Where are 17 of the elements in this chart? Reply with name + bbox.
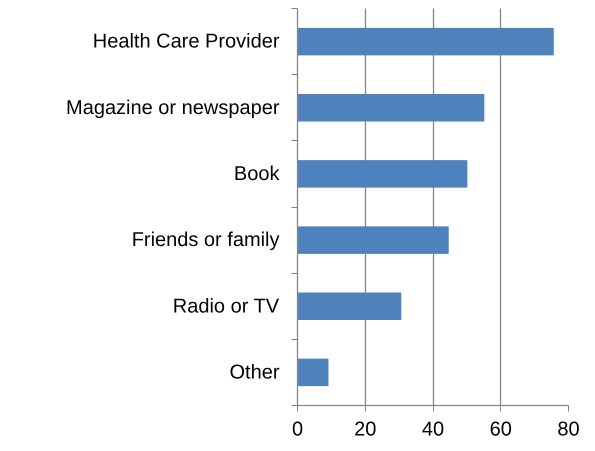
- x-tick-label: 20: [354, 418, 376, 440]
- bar: [298, 94, 484, 122]
- bar: [298, 160, 468, 188]
- y-tick-label: Radio or TV: [172, 295, 280, 318]
- x-tick-label: 40: [422, 418, 444, 440]
- y-tick-label: Magazine or newspaper: [66, 96, 280, 119]
- y-tick-label: Health Care Provider: [92, 30, 280, 53]
- bar: [298, 292, 402, 320]
- x-tick-label: 80: [557, 418, 580, 440]
- bar: [298, 358, 328, 386]
- bar: [298, 28, 554, 56]
- y-tick-label: Friends or family: [132, 229, 280, 252]
- y-tick-label: Book: [234, 162, 280, 185]
- bar: [298, 226, 449, 254]
- y-tick-label: Other: [229, 361, 280, 384]
- x-tick-label: 0: [292, 418, 304, 440]
- x-tick-label: 60: [490, 418, 512, 440]
